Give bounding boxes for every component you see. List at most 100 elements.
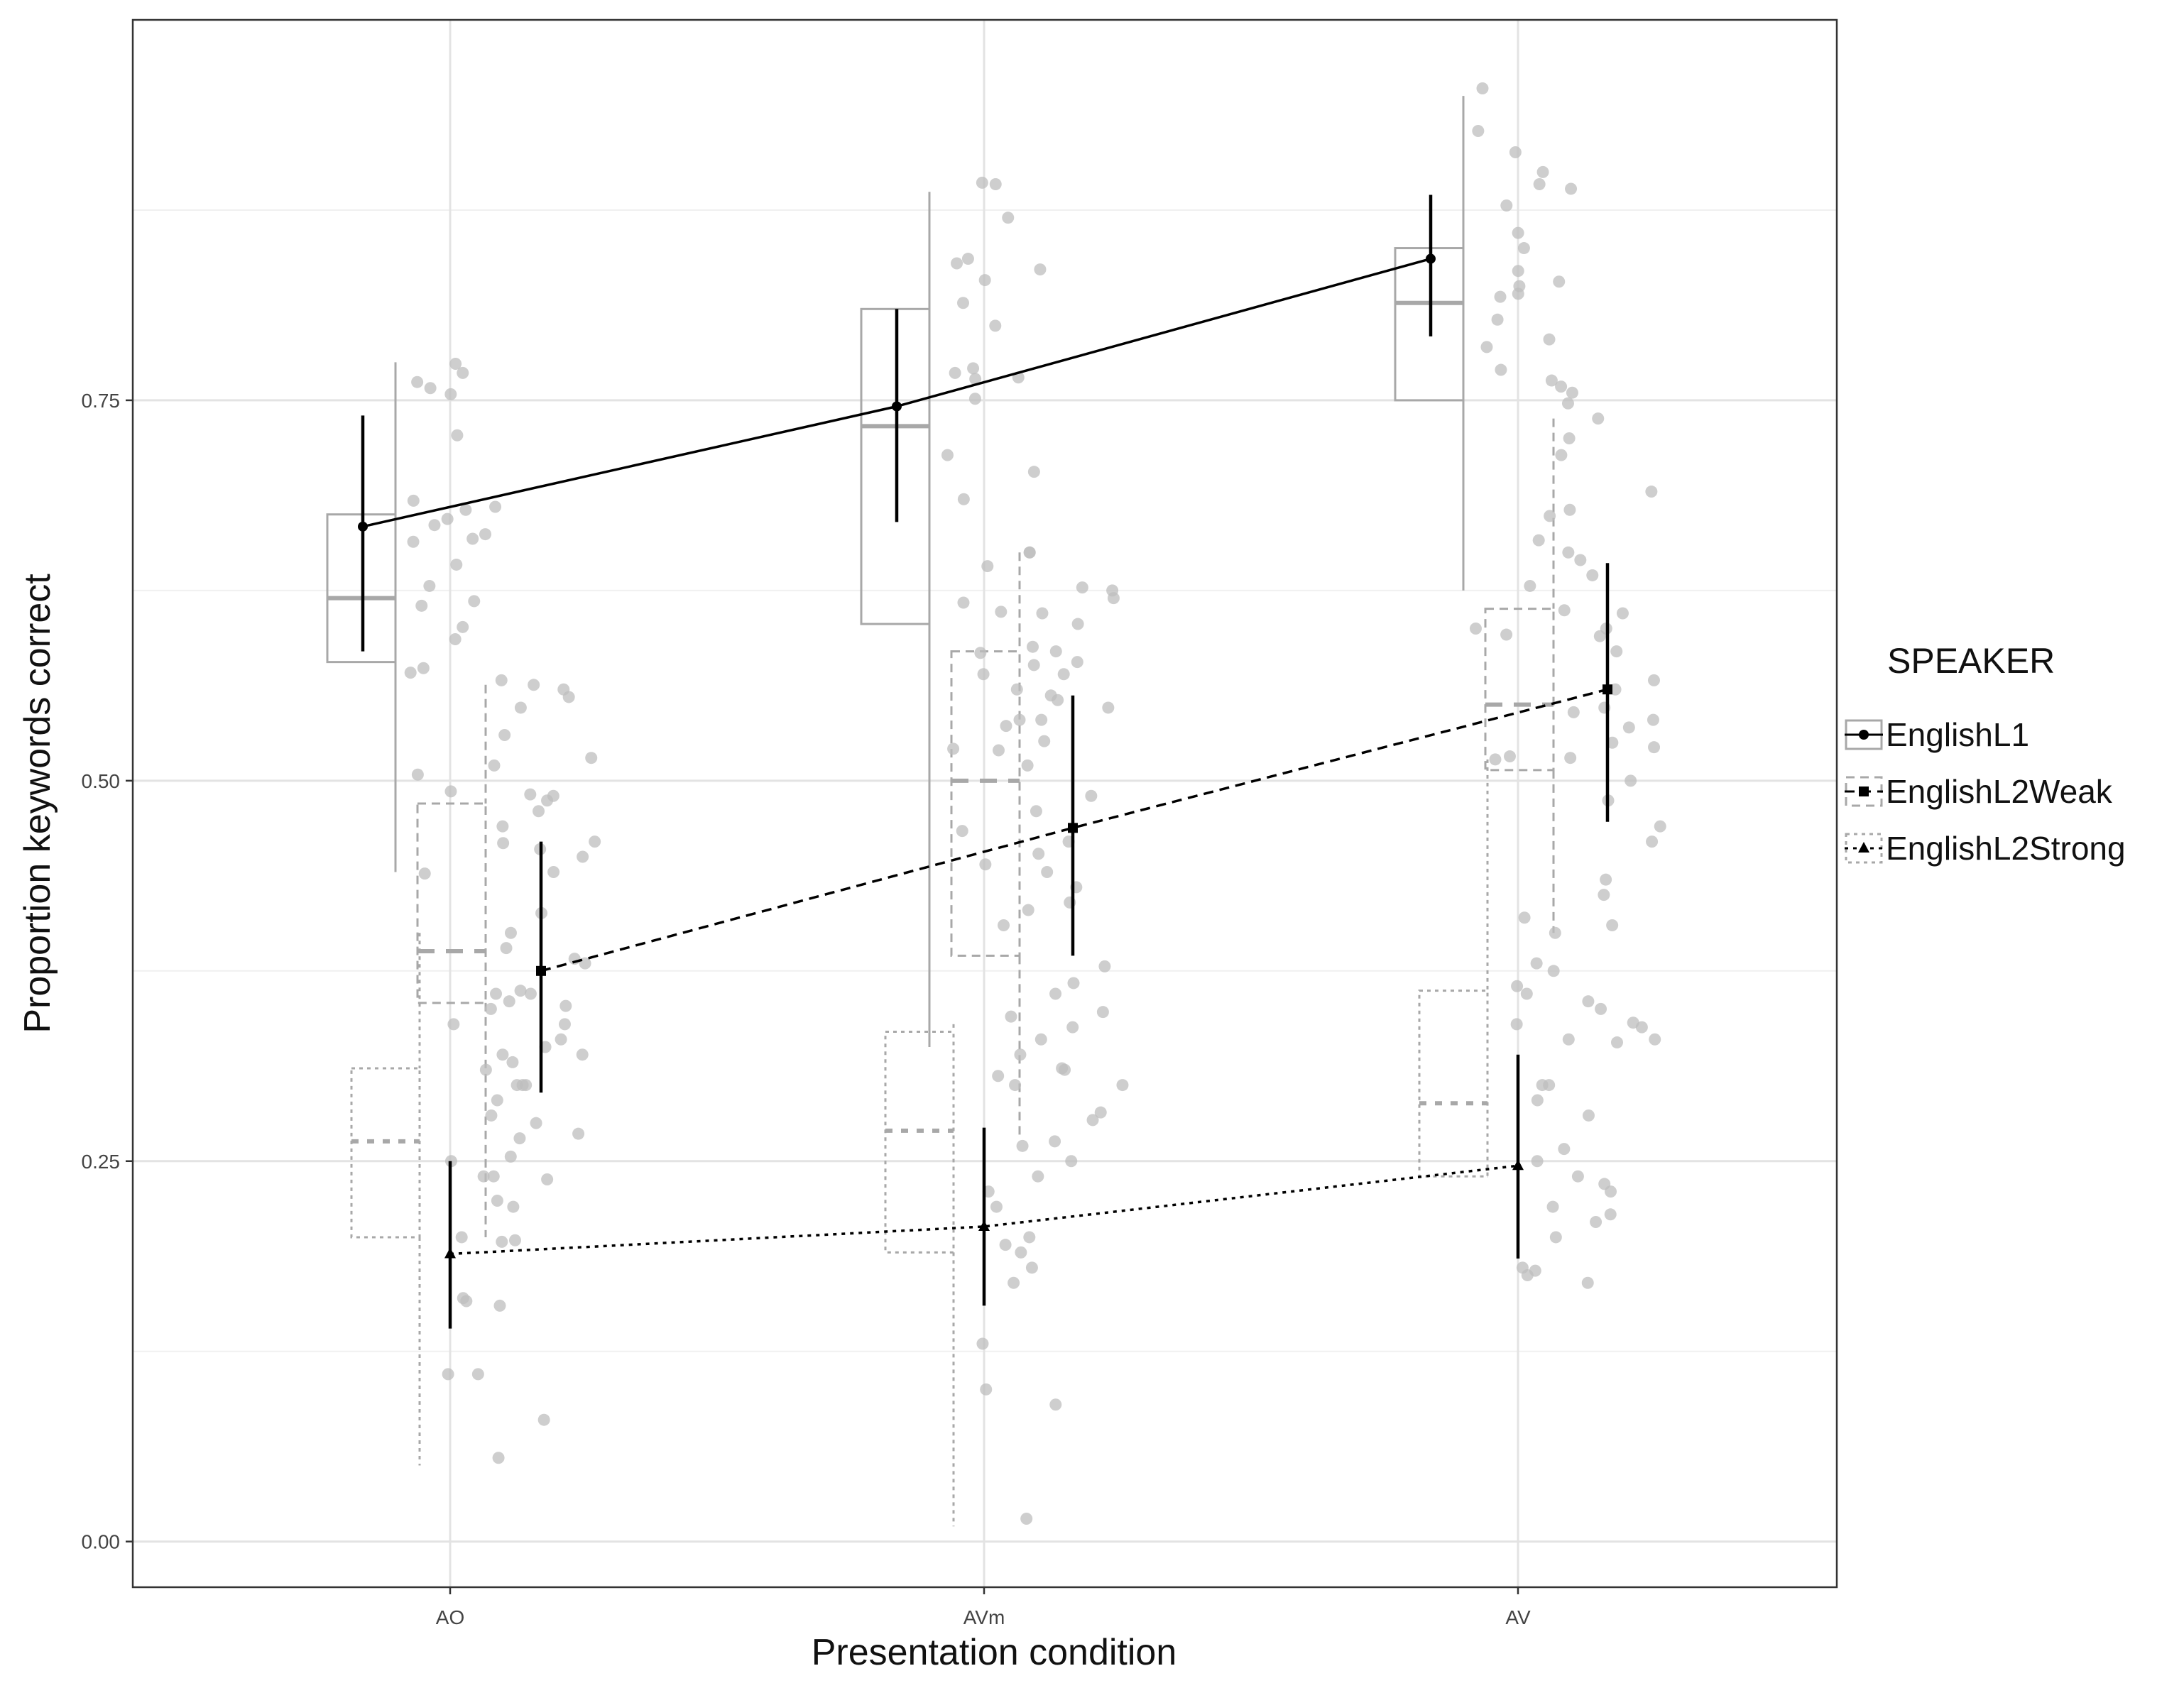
data-point [1574, 554, 1587, 566]
data-point [998, 919, 1010, 931]
data-point [1049, 645, 1062, 658]
data-point [404, 667, 417, 679]
boxplot-EnglishL2Strong-AO [350, 933, 421, 1466]
data-point [514, 985, 527, 997]
data-point [1049, 1398, 1062, 1411]
data-point [1555, 449, 1568, 461]
data-point [1536, 165, 1549, 178]
data-point [496, 820, 509, 833]
data-point [941, 449, 954, 461]
legend-item-EnglishL1: EnglishL1 [1845, 716, 2029, 753]
data-point [466, 532, 479, 545]
data-point [1566, 386, 1578, 399]
data-point [1469, 622, 1482, 635]
data-point [524, 788, 537, 801]
y-tick-label: 0.50 [82, 770, 121, 792]
legend-title: SPEAKER [1887, 641, 2055, 681]
data-point [576, 1048, 589, 1061]
data-point [961, 253, 974, 265]
data-point [477, 1170, 490, 1183]
data-point [1553, 275, 1566, 288]
y-axis: 0.00 0.25 0.50 0.75 [82, 390, 133, 1553]
data-point [1036, 607, 1049, 620]
gridlines [133, 20, 1837, 1587]
data-point [1595, 1002, 1607, 1015]
data-point [471, 1368, 484, 1381]
data-point [428, 519, 441, 532]
data-point [1592, 412, 1605, 425]
marker-EnglishL2Strong-AV [1512, 1159, 1524, 1171]
data-point [504, 926, 517, 939]
data-point [447, 1018, 460, 1031]
data-point [1562, 546, 1575, 559]
data-point [1049, 987, 1062, 1000]
data-point [1034, 263, 1047, 276]
series-markers [358, 253, 1612, 1259]
data-point [1052, 694, 1064, 706]
data-point [1494, 290, 1507, 303]
data-point [449, 357, 462, 370]
data-point [547, 865, 560, 878]
data-point [491, 1195, 503, 1207]
data-point [1648, 741, 1661, 754]
data-point [1038, 735, 1051, 747]
data-point [1503, 750, 1516, 763]
data-point [1547, 965, 1560, 977]
box-iqr [1484, 608, 1555, 772]
data-point [1563, 432, 1576, 445]
data-point [1491, 313, 1504, 326]
data-point [1071, 618, 1084, 630]
marker-EnglishL2Weak-AVm [1068, 823, 1078, 833]
data-point [484, 1002, 497, 1015]
box-iqr [1418, 990, 1489, 1178]
data-point [990, 1200, 1003, 1213]
marker-EnglishL2Weak-AV [1602, 684, 1612, 695]
data-point [455, 1231, 468, 1244]
data-point [1032, 848, 1045, 860]
data-point [976, 176, 988, 189]
legend: SPEAKER EnglishL1 EnglishL2Weak EnglishL2S… [1845, 641, 2126, 867]
data-point [492, 1452, 505, 1464]
data-point [441, 513, 454, 525]
data-point [1564, 752, 1577, 764]
data-point [1013, 713, 1026, 726]
data-point [423, 579, 436, 592]
data-point [974, 647, 987, 659]
data-point [444, 785, 457, 798]
data-point [1555, 380, 1568, 393]
data-point [1616, 607, 1629, 620]
data-point [504, 1150, 517, 1163]
data-point [967, 362, 980, 375]
data-point [506, 1056, 519, 1068]
data-point [1511, 980, 1524, 992]
data-point [1598, 889, 1610, 901]
data-point [1094, 1106, 1107, 1119]
data-point [1472, 124, 1485, 137]
data-point [956, 297, 969, 309]
data-point [485, 1109, 498, 1122]
data-point [555, 1033, 567, 1046]
y-tick-label: 0.00 [82, 1531, 121, 1553]
boxplot-EnglishL2Strong-AVm [884, 1024, 955, 1527]
data-point [1021, 759, 1034, 772]
data-point [992, 744, 1005, 757]
box-iqr [350, 1067, 421, 1239]
data-point [541, 794, 554, 807]
data-point [1015, 1246, 1027, 1259]
legend-item-EnglishL2Strong: EnglishL2Strong [1845, 830, 2126, 867]
data-point [989, 319, 1002, 332]
data-point [1086, 1114, 1099, 1127]
data-point [969, 373, 982, 385]
data-point [559, 999, 572, 1012]
data-point [514, 701, 527, 714]
data-point [1610, 645, 1623, 658]
legend-label: EnglishL2Strong [1886, 830, 2126, 867]
data-point [497, 837, 510, 850]
data-point [1116, 1079, 1129, 1092]
data-point [488, 759, 501, 772]
data-point [957, 493, 970, 505]
data-point [451, 429, 464, 442]
data-point [585, 752, 598, 764]
data-point [479, 1063, 492, 1076]
data-point [1531, 1094, 1544, 1107]
